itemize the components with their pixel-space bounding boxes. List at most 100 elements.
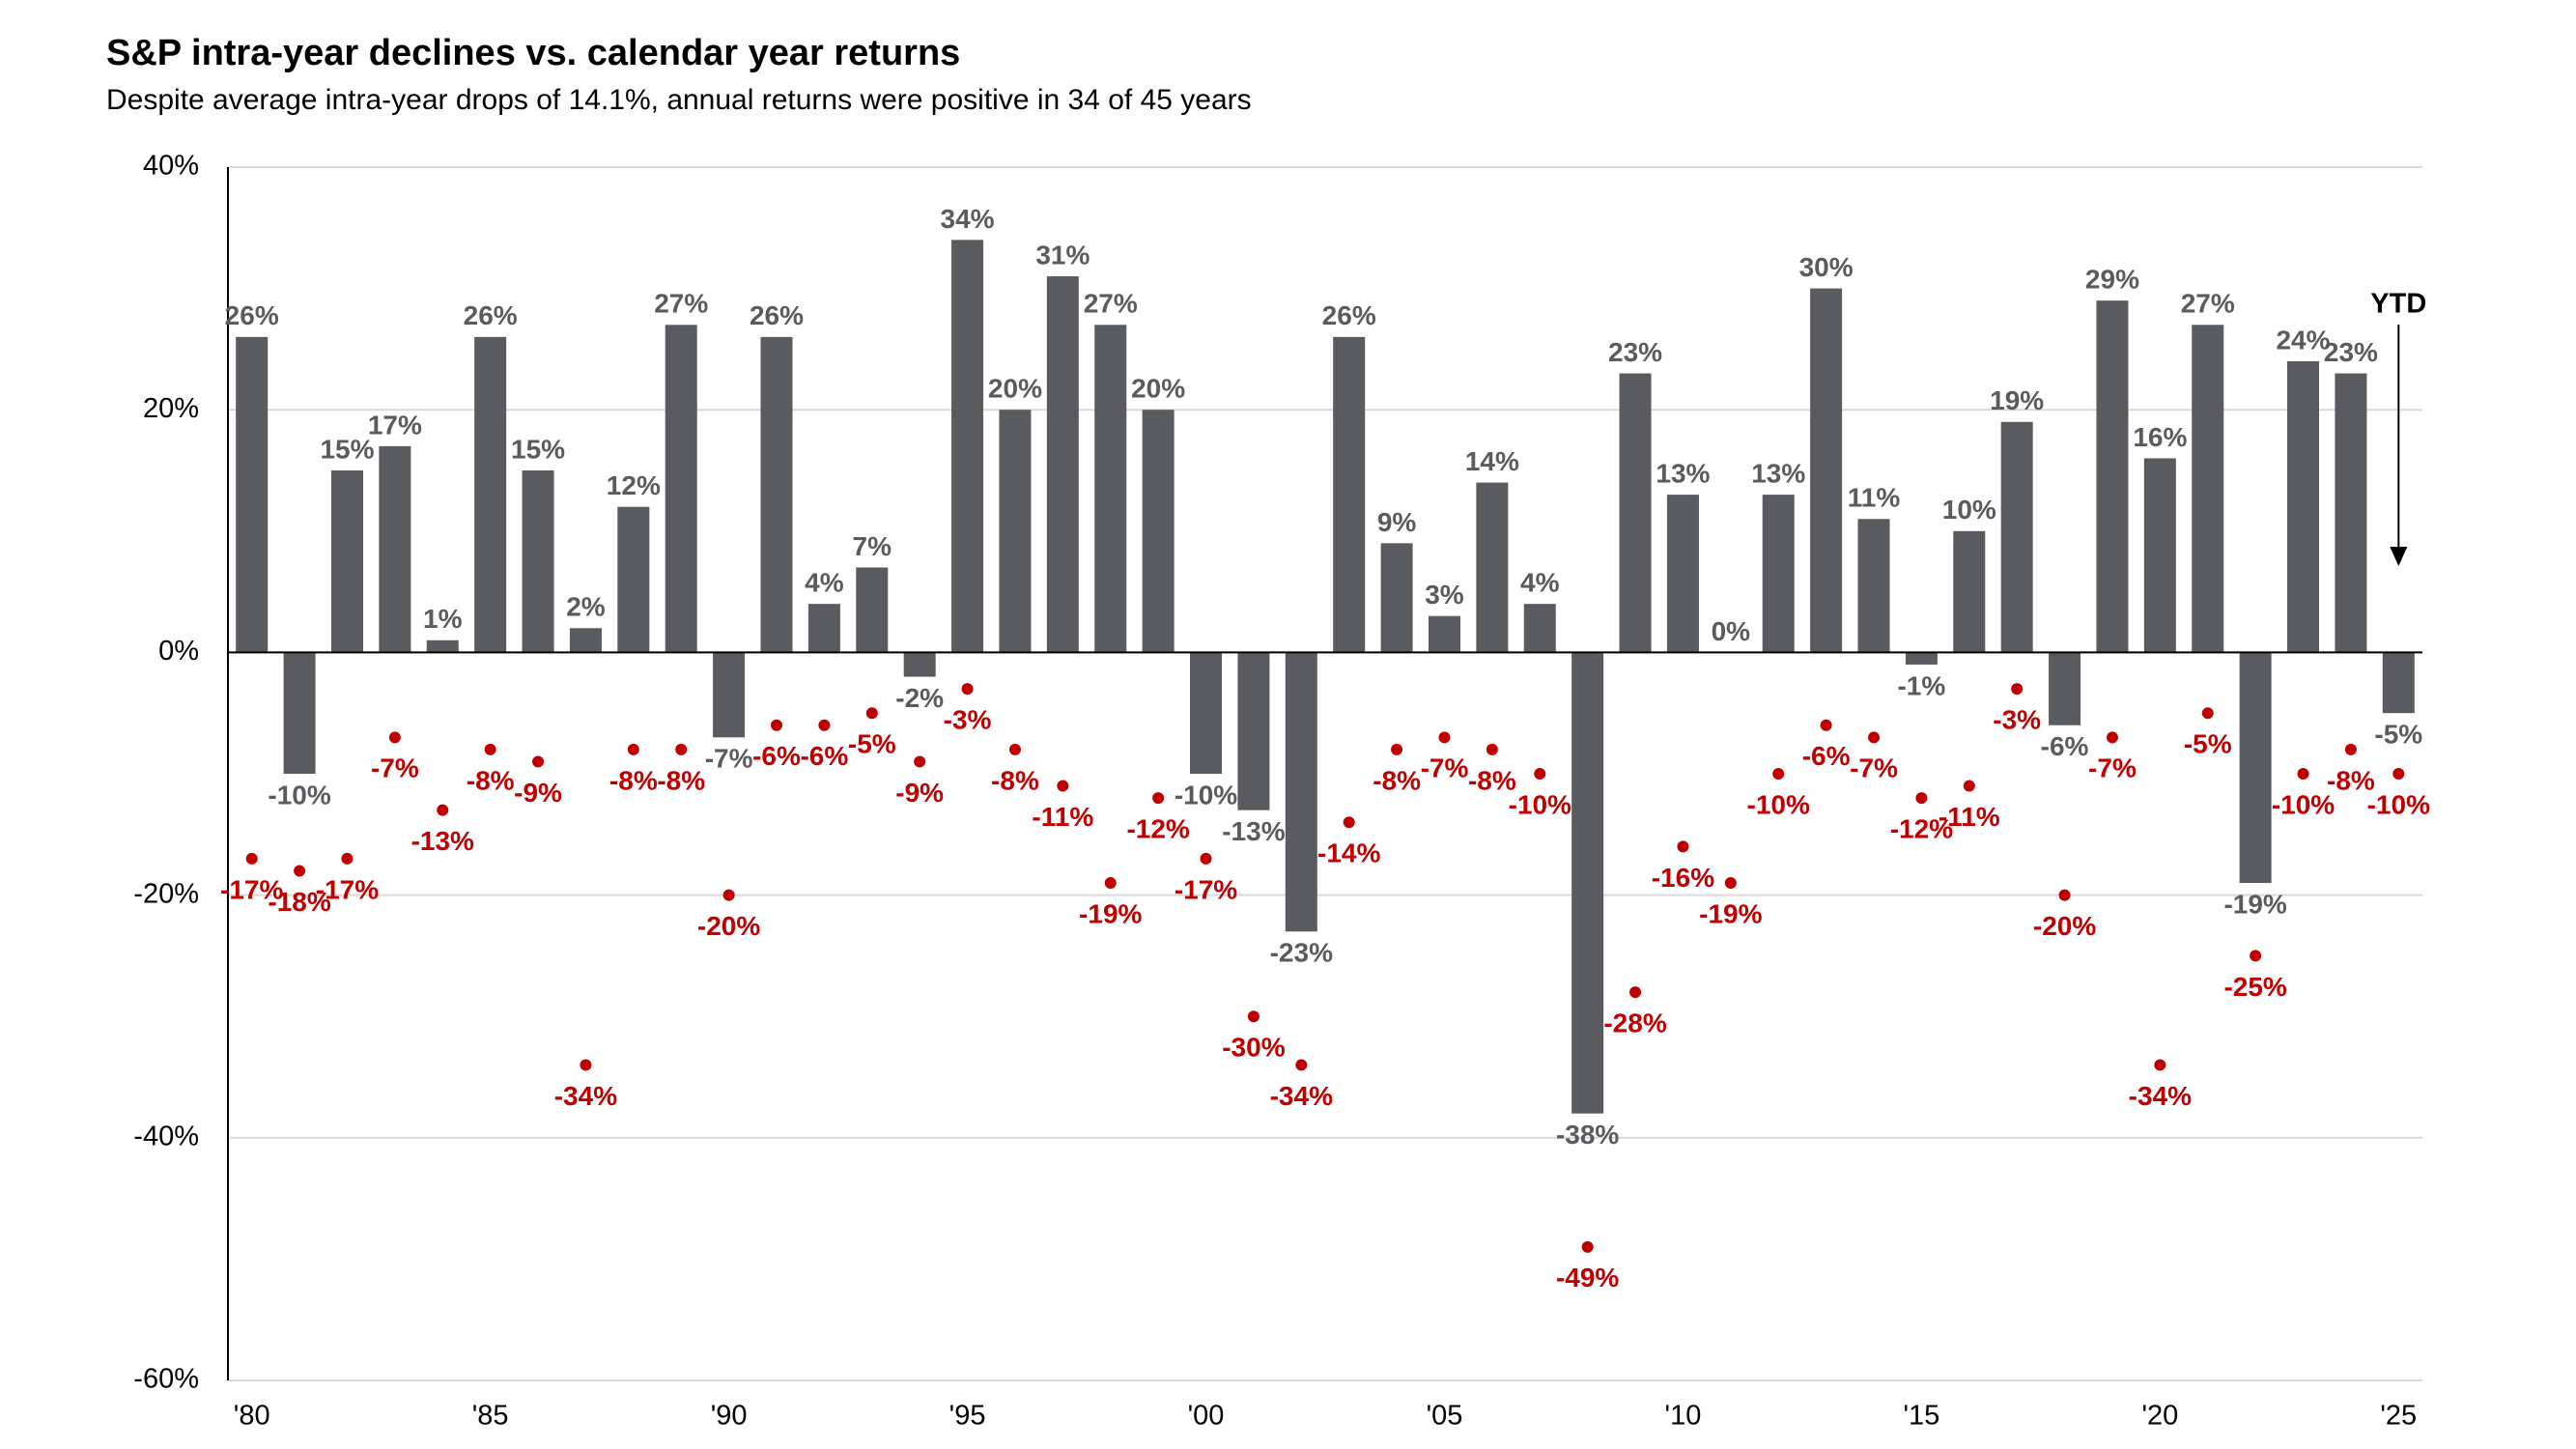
decline-dot [341,852,354,865]
decline-label: -7% [1421,753,1469,783]
decline-dot [1820,719,1832,731]
decline-dot [865,707,878,720]
decline-dot [1438,731,1451,744]
return-label: 11% [1848,483,1901,513]
decline-label: -5% [2184,729,2232,759]
y-tick-label: -40% [133,1121,199,1151]
return-label: 27% [2181,289,2235,319]
bar [617,506,650,653]
return-label: -1% [1897,670,1945,700]
decline-label: -12% [1890,814,1953,844]
bar [1046,276,1079,653]
bar [999,410,1032,653]
decline-dot [1868,731,1880,744]
decline-dot [2392,768,2405,780]
return-label: 26% [464,300,518,330]
bar [379,445,411,653]
decline-dot [532,755,545,768]
return-label: 3% [1425,580,1464,610]
decline-dot [1534,768,1546,780]
return-label: 14% [1465,446,1519,476]
return-label: 13% [1751,459,1805,489]
decline-label: -8% [2327,765,2375,795]
bar [1523,604,1556,653]
return-label: 20% [988,374,1042,404]
bar [1905,652,1938,665]
bar [1094,325,1127,653]
decline-label: -19% [1699,898,1762,928]
bar [2096,300,2129,653]
decline-dot [627,743,639,755]
return-label: 23% [2324,337,2378,367]
decline-dot [2154,1059,2166,1071]
bar [1810,288,1843,653]
x-tick-label: '00 [1188,1401,1225,1432]
return-label: 17% [368,410,422,440]
bar [1476,482,1509,653]
y-tick-label: -20% [133,878,199,909]
decline-dot [1581,1240,1594,1253]
return-label: 9% [1377,507,1417,537]
decline-label: -3% [1993,704,2041,734]
decline-label: -19% [1079,898,1142,928]
decline-label: -30% [1222,1033,1285,1063]
return-label: 26% [225,300,279,330]
return-label: 24% [2276,325,2330,355]
decline-dot [294,865,306,877]
bar [1285,652,1317,932]
decline-dot [2297,768,2309,780]
x-tick-label: '95 [949,1401,986,1432]
decline-dot [437,804,449,816]
decline-label: -18% [268,887,330,917]
decline-label: -10% [2272,789,2335,819]
return-label: 27% [654,289,708,319]
decline-label: -17% [316,874,379,904]
decline-label: -3% [944,704,992,734]
return-label: -2% [895,683,944,713]
return-label: -13% [1222,816,1285,846]
x-tick-label: '85 [472,1401,509,1432]
bar [330,470,363,653]
return-label: -38% [1556,1120,1619,1150]
decline-dot [1915,792,1928,805]
return-label: 10% [1942,495,1996,525]
bar [1762,495,1795,653]
bar [1237,652,1270,810]
bar [1333,336,1366,653]
decline-label: -16% [1652,863,1714,893]
bar [1666,495,1699,653]
return-label: 15% [320,434,374,464]
return-label: 4% [805,568,844,598]
decline-dot [1629,986,1642,999]
decline-dot [1295,1059,1308,1071]
return-label: 30% [1799,252,1854,282]
decline-dot [961,683,974,696]
decline-dot [1152,792,1165,805]
return-label: 29% [2085,265,2139,295]
y-tick-label: -60% [133,1364,199,1395]
return-label: 19% [1990,385,2044,415]
decline-dot [818,719,831,731]
return-label: 12% [607,470,661,500]
return-label: 31% [1035,240,1090,270]
x-tick-label: '90 [711,1401,748,1432]
x-tick-label: '05 [1427,1401,1463,1432]
decline-dot [1200,852,1212,865]
return-label: -10% [268,780,330,810]
decline-dot [675,743,688,755]
decline-label: -25% [2223,972,2286,1002]
decline-label: -12% [1126,814,1189,844]
y-tick-label: 40% [143,151,199,182]
decline-label: -34% [554,1081,617,1111]
bar [1142,410,1175,653]
return-label: 2% [566,592,606,622]
decline-dot [1724,877,1737,890]
bar [1190,652,1223,774]
bar [2143,458,2176,653]
return-label: 26% [1322,300,1376,330]
bar [856,567,889,653]
bar [1428,615,1460,653]
bar [807,604,840,653]
x-tick-label: '20 [2141,1401,2178,1432]
